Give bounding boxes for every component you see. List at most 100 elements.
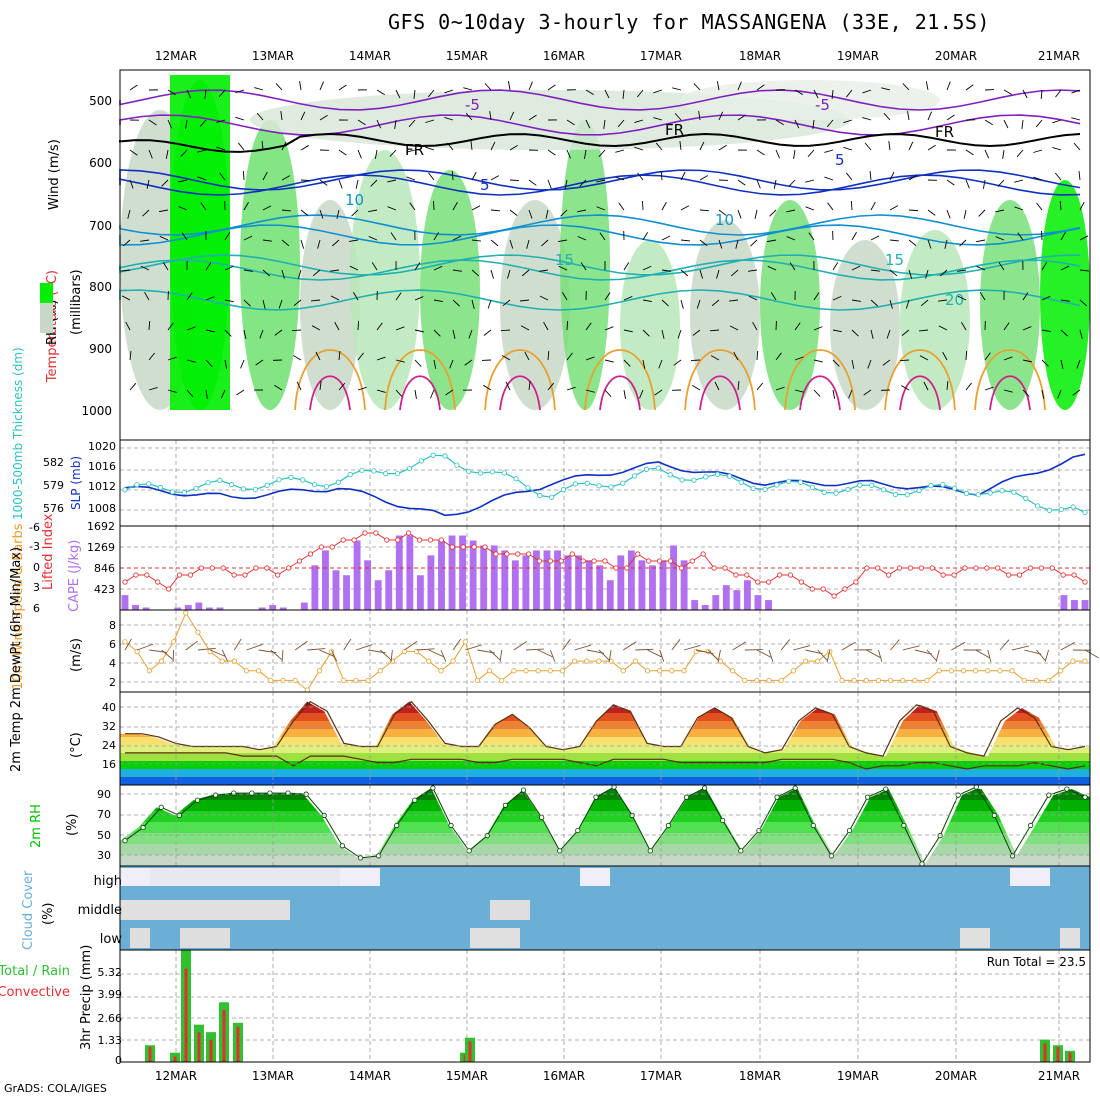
wind-barb (946, 380, 949, 391)
contour-label: 15 (885, 251, 904, 269)
cloud-units: (%) (41, 903, 56, 926)
wind-barb (863, 389, 872, 396)
precip-conv-label: Convective (0, 985, 70, 1000)
wind10-speed-line-point (280, 677, 286, 684)
wind-barb (351, 209, 359, 217)
wind10-barb (416, 648, 435, 651)
wind10-speed-line-point (669, 668, 675, 674)
thickness-line-point (750, 485, 756, 491)
wind-barb (623, 359, 631, 367)
lifted-index-line-point (198, 565, 204, 571)
lifted-index-line-point (253, 565, 259, 571)
lifted-index-line-point (307, 551, 314, 557)
temp-color-band (120, 721, 1090, 729)
wind10-barb (598, 649, 610, 661)
wind10-speed-line-point (1033, 677, 1039, 684)
temp2m-tick: 40 (102, 701, 116, 714)
rh2m-tick: 50 (97, 829, 111, 842)
wind-barb (243, 201, 249, 211)
wind-barb (205, 329, 215, 333)
lifted-index-line-point (984, 565, 990, 571)
thickness-line-point (620, 480, 626, 486)
lifted-index-line-point (1027, 565, 1034, 571)
wind-barb (756, 179, 761, 189)
wind-barb (599, 232, 606, 241)
wind-barb (636, 89, 644, 98)
wind-barb (965, 149, 974, 156)
rh2m-line-point (285, 790, 291, 796)
wind-barb (680, 205, 690, 211)
thickness-line-point (608, 484, 614, 490)
wind-barb (957, 295, 967, 301)
thickness-line-point (809, 484, 816, 490)
wind-barb (634, 146, 644, 151)
rh2m-band (120, 800, 1090, 811)
wind-barb (357, 352, 364, 361)
warm-contour (384, 349, 456, 411)
wind-barb (673, 359, 682, 366)
wind-barb (357, 386, 367, 391)
lifted-index-line-point (896, 565, 903, 571)
wind-barb (528, 114, 537, 121)
precip-convective-bar (1068, 1052, 1072, 1062)
wind-barb (794, 119, 800, 129)
wind-barb (545, 209, 549, 219)
wind-barb (851, 299, 861, 302)
wind-barb (300, 209, 309, 216)
wind-barb (851, 265, 861, 271)
wind-barb (129, 84, 138, 91)
wind-barb (927, 209, 936, 216)
wind-barb (770, 292, 777, 301)
wind-barb (680, 239, 690, 242)
wind-barb (580, 262, 587, 271)
wind10-barb (343, 638, 352, 651)
wind-barb (218, 89, 226, 98)
footer-credit: GrADS: COLA/IGES (4, 1082, 107, 1095)
wind-barb (262, 239, 272, 242)
wind10-speed-line-point (499, 677, 505, 684)
wind-barb (1078, 171, 1081, 181)
wind10-speed-line-point (559, 668, 566, 674)
wind-barb (216, 146, 226, 151)
temp-color-band (120, 713, 1090, 721)
wind-barb (315, 351, 321, 361)
wind-barb (205, 389, 208, 399)
wind-barb (984, 119, 993, 126)
wind-barb (500, 329, 511, 332)
precip-convective-bar (184, 968, 188, 1062)
thickness-line-point (454, 462, 460, 468)
cape-axis-label: CAPE (J/kg) (67, 540, 82, 612)
wind10-barb (987, 649, 992, 662)
wind-barb (219, 172, 226, 181)
lifted-index-line-point (482, 544, 488, 550)
wind10-speed-line-point (912, 677, 918, 684)
wind10-speed-line-point (547, 668, 553, 674)
rh2m-line-point (593, 794, 599, 800)
wind-barb (413, 89, 416, 99)
wind-barb (238, 142, 245, 151)
wind-barb (489, 111, 492, 121)
temp2m-axis-label: 2m Temp 2m DewPt (6hr Min/Max) (9, 547, 24, 772)
rh-shade (1040, 180, 1090, 410)
wind-barb (274, 384, 283, 391)
hot-contour (799, 375, 841, 411)
thickness-line-point (359, 467, 365, 473)
wind-barb (368, 236, 378, 241)
isotherm-contour (119, 89, 1081, 111)
cape-tick: 846 (94, 562, 115, 575)
wind-barb (696, 299, 701, 309)
temp-color-band (120, 753, 1090, 761)
wind-barb (710, 355, 720, 361)
wind-barb (376, 119, 382, 129)
wind-barb (428, 172, 435, 181)
thickness-line-point (655, 465, 661, 471)
wind-barb (901, 385, 910, 391)
cloud-patch (470, 928, 520, 948)
wind-barb (1033, 176, 1043, 181)
lifted-index-line-point (373, 530, 379, 536)
wind-barb (406, 149, 416, 153)
wind10-speed-line-point (535, 668, 541, 674)
wind-barb (603, 119, 606, 129)
hot-contour (699, 375, 741, 411)
wind-barb (528, 381, 531, 391)
